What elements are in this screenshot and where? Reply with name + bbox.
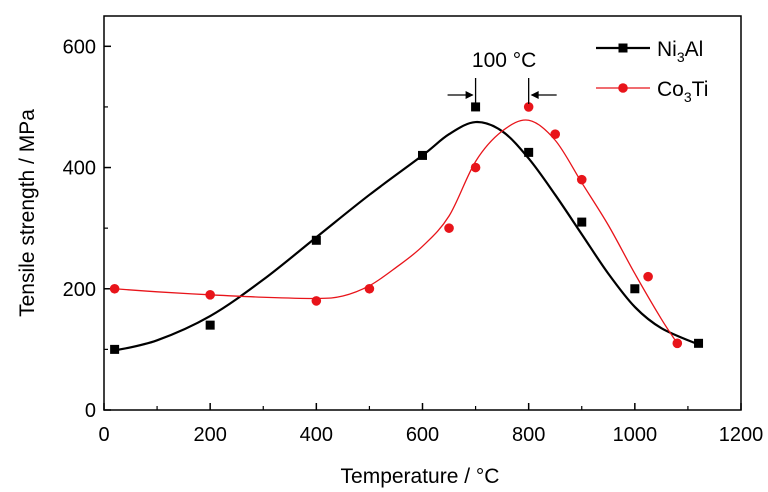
x-tick-label: 800: [512, 424, 545, 446]
annotation-right-arrowhead: [530, 91, 539, 99]
co3ti-legend-marker: [618, 83, 628, 93]
co3ti-point: [205, 290, 215, 300]
co3ti-point: [311, 296, 322, 306]
co3ti-fit-line: [114, 119, 678, 344]
x-tick-label: 1200: [719, 424, 764, 446]
ni3al-point: [524, 147, 534, 157]
x-tick-label: 1000: [613, 424, 658, 446]
data-points: [109, 102, 704, 354]
co3ti-point: [444, 223, 454, 233]
annotation: 100 °C: [447, 49, 557, 104]
co3ti-point: [109, 283, 120, 294]
ni3al-fit-line: [114, 120, 699, 352]
x-tick-label: 400: [300, 424, 333, 446]
co3ti-point: [550, 129, 561, 139]
ni3al-point: [471, 102, 481, 112]
y-tick-label: 200: [63, 279, 96, 301]
annotation-left-arrowhead: [465, 91, 474, 99]
legend: Ni3Al Co3Ti: [596, 38, 708, 105]
x-axis-label: Temperature / °C: [341, 465, 500, 488]
ni3al-point: [205, 320, 215, 330]
ni3al-point: [110, 344, 120, 354]
y-axis-label: Tensile strength / MPa: [16, 109, 39, 317]
co3ti-point: [672, 338, 683, 349]
x-tick-label: 0: [98, 424, 109, 446]
co3ti-point: [576, 174, 587, 185]
plot-frame: [103, 15, 742, 411]
fit-curves: [114, 119, 699, 352]
ni3al-point: [311, 235, 321, 245]
y-tick-label: 600: [63, 36, 96, 58]
axis-ticks: 0 200 400 600 800 1000 1200 0 200 400 600: [63, 36, 764, 446]
co3ti-point: [470, 162, 481, 173]
y-tick-label: 0: [85, 400, 96, 422]
co3ti-point: [523, 102, 534, 112]
x-tick-label: 200: [193, 424, 226, 446]
ni3al-legend-label: Ni3Al: [657, 38, 703, 65]
ni3al-point: [630, 284, 640, 294]
y-tick-label: 400: [63, 158, 96, 180]
ni3al-point: [418, 150, 427, 160]
x-tick-label: 600: [406, 424, 439, 446]
ni3al-legend-marker: [618, 43, 628, 53]
co3ti-legend-label: Co3Ti: [657, 78, 708, 105]
co3ti-point: [643, 271, 653, 282]
ni3al-point: [577, 217, 587, 227]
ni3al-point: [694, 338, 704, 348]
co3ti-point: [364, 283, 375, 294]
annotation-label: 100 °C: [472, 49, 536, 72]
